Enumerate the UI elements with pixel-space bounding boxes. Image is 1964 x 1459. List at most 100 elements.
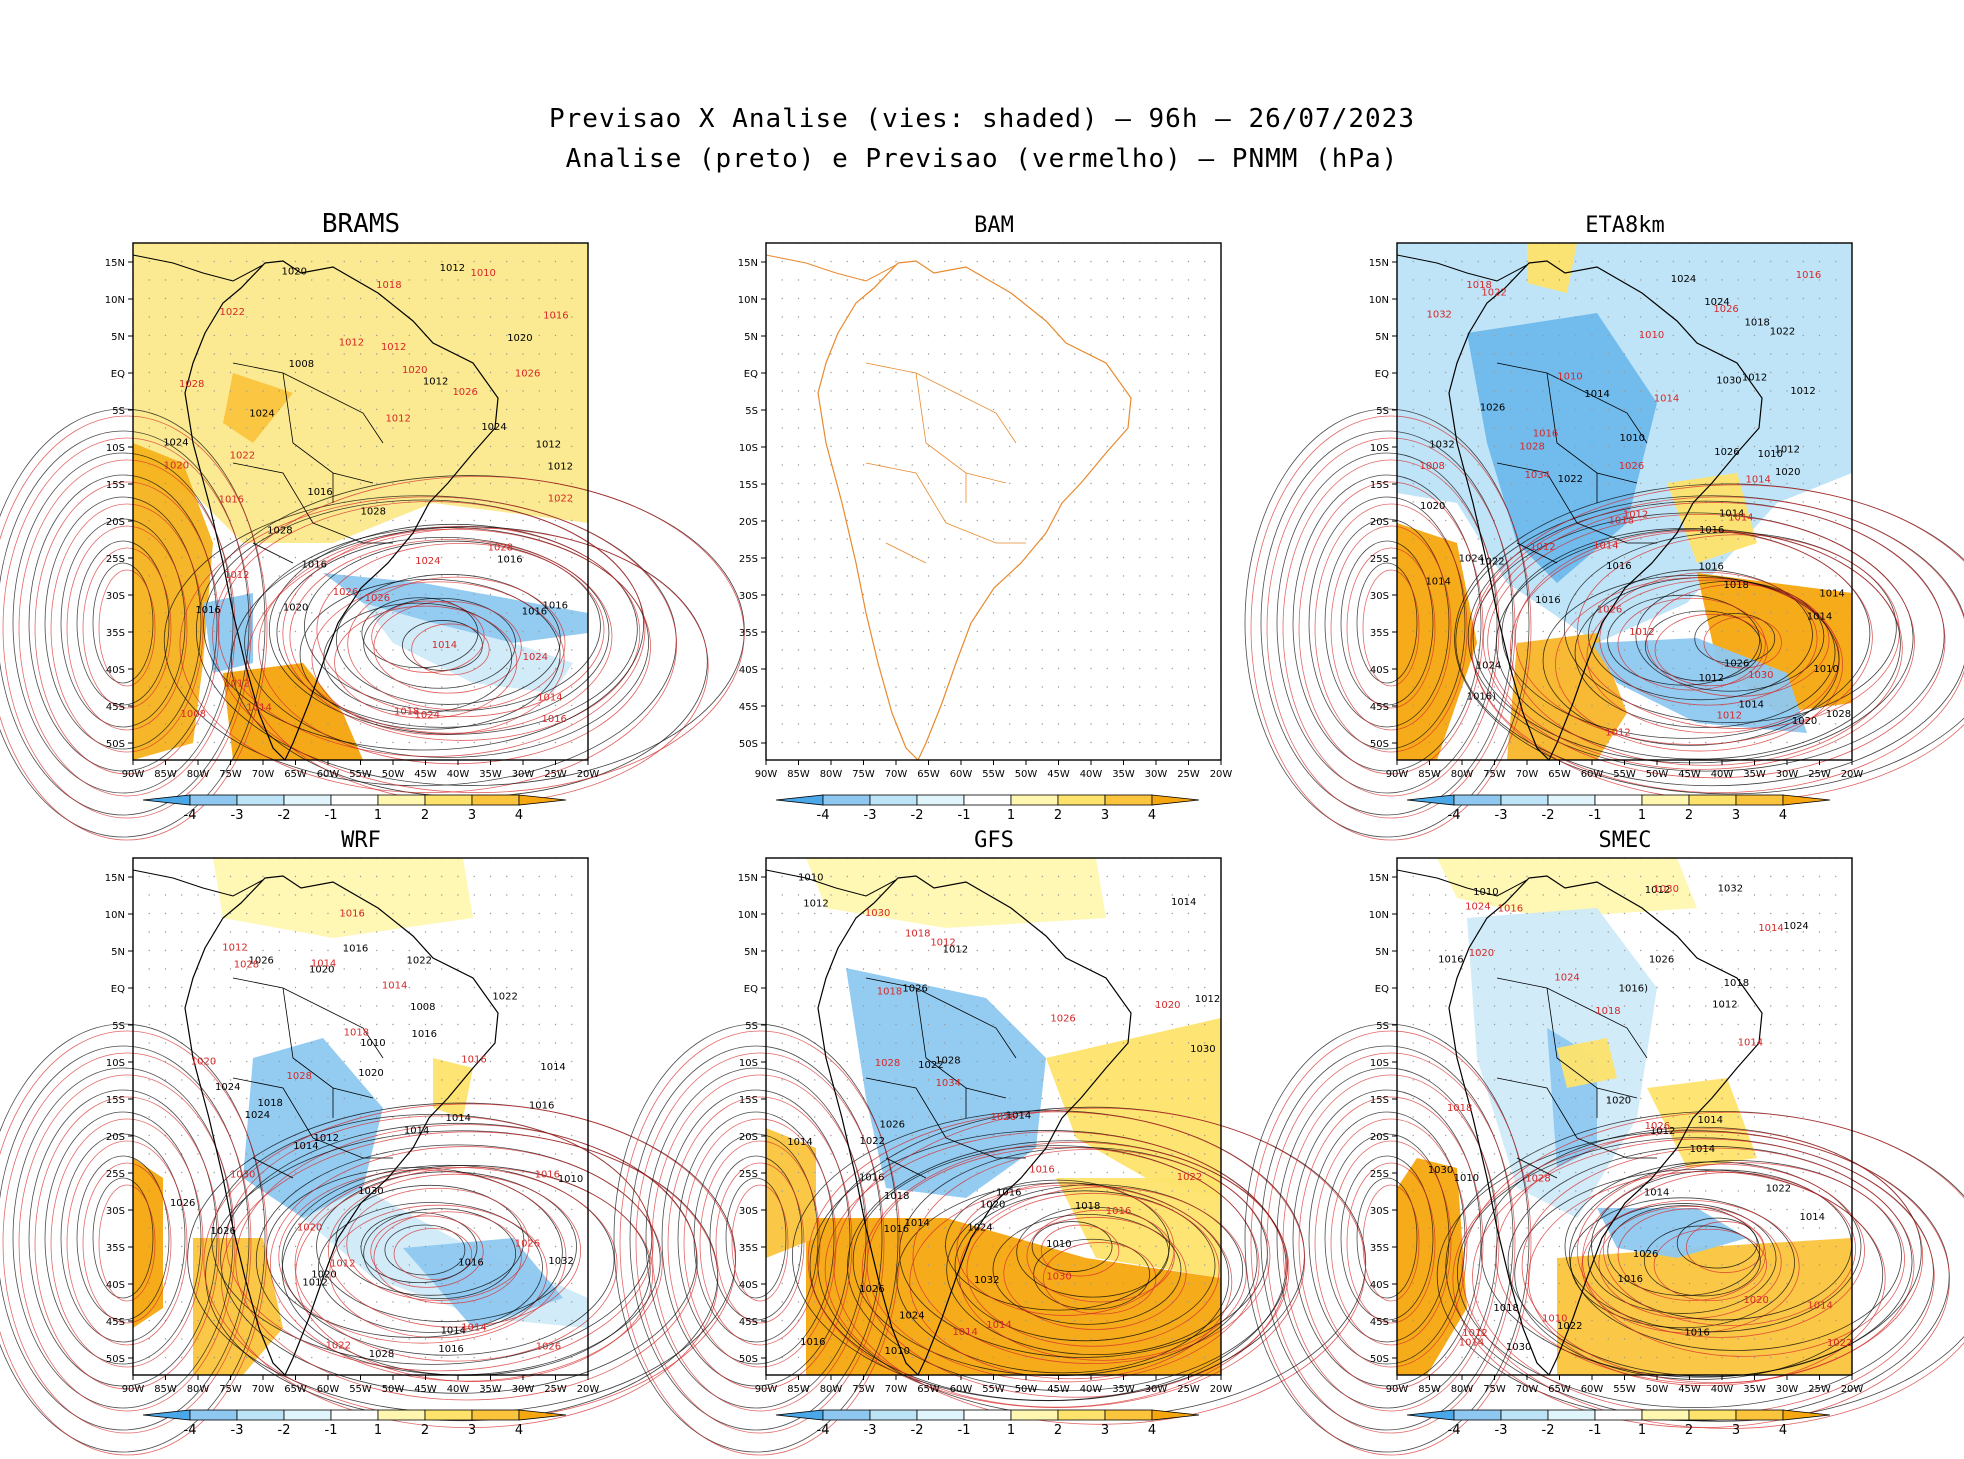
lat-tick-label: EQ bbox=[111, 369, 125, 380]
isobar-label-forecast: 1014 bbox=[952, 1327, 977, 1338]
lat-tick-label: 45S bbox=[1370, 1317, 1389, 1328]
isobar-label-forecast: 1020 bbox=[297, 1223, 322, 1234]
lat-tick-label: 10S bbox=[739, 1058, 758, 1069]
isobar-label-analysis: 1024 bbox=[481, 422, 506, 433]
colorbar-segment bbox=[1501, 1410, 1548, 1420]
isobar-label-forecast: 1026 bbox=[536, 1341, 561, 1352]
lon-tick-label: 30W bbox=[512, 1384, 535, 1395]
isobar-label-analysis: 1020 bbox=[1775, 467, 1800, 478]
isobar-label-analysis: 1028 bbox=[361, 506, 386, 517]
lon-tick-label: 45W bbox=[1678, 769, 1701, 780]
lon-tick-label: 40W bbox=[1080, 1384, 1103, 1395]
isobar-label-analysis: 1030 bbox=[358, 1186, 383, 1197]
colorbar-label: 3 bbox=[1732, 808, 1740, 823]
lon-tick-label: 85W bbox=[787, 1384, 810, 1395]
colorbar-segment bbox=[1595, 795, 1642, 805]
lat-tick-label: EQ bbox=[111, 984, 125, 995]
isobar-label-forecast: 1022 bbox=[230, 451, 255, 462]
lat-tick-label: 20S bbox=[106, 1132, 125, 1143]
lat-tick-label: 5S bbox=[112, 406, 125, 417]
colorbar-segment bbox=[190, 795, 237, 805]
isobar-label-analysis: 1024 bbox=[245, 1110, 270, 1121]
isobar-label-forecast: 1024 bbox=[415, 556, 440, 567]
lon-tick-label: 65W bbox=[284, 1384, 307, 1395]
lat-tick-label: 50S bbox=[106, 1354, 125, 1365]
lon-tick-label: 75W bbox=[219, 1384, 242, 1395]
panel-title-wrf: WRF bbox=[131, 828, 591, 853]
isobar-label-analysis: 1010 bbox=[1813, 664, 1838, 675]
colorbar-label: 2 bbox=[421, 808, 429, 823]
isobar-label-analysis: 1016 bbox=[411, 1029, 436, 1040]
isobar-label-analysis: 1024 bbox=[163, 438, 188, 449]
isobar-label-analysis: 1016 bbox=[195, 605, 220, 616]
lat-tick-label: 30S bbox=[106, 591, 125, 602]
isobar-label-analysis: 1012 bbox=[1775, 444, 1800, 455]
isobar-label-analysis: 1030 bbox=[1190, 1044, 1215, 1055]
colorbar-segment bbox=[1736, 1410, 1783, 1420]
isobar-label-analysis: 1008 bbox=[410, 1002, 435, 1013]
isobar-label-forecast: 1016 bbox=[1498, 904, 1523, 915]
colorbar-segment bbox=[1689, 1410, 1736, 1420]
isobar-label-forecast: 1012 bbox=[385, 413, 410, 424]
lon-tick-label: 75W bbox=[1483, 1384, 1506, 1395]
lat-tick-label: 30S bbox=[1370, 591, 1389, 602]
isobar-label-forecast: 1016 bbox=[1106, 1206, 1131, 1217]
isobar-label-analysis: 1016 bbox=[859, 1172, 884, 1183]
lat-tick-label: 15N bbox=[105, 258, 125, 269]
isobar-label-forecast: 1020 bbox=[1469, 948, 1494, 959]
isobar-label-analysis: 1012 bbox=[314, 1133, 339, 1144]
lat-tick-label: 30S bbox=[739, 1206, 758, 1217]
colorbar-segment bbox=[425, 795, 472, 805]
lon-tick-label: 80W bbox=[187, 769, 210, 780]
lat-tick-label: 40S bbox=[739, 1280, 758, 1291]
isobar-label-analysis: 1016 bbox=[1535, 595, 1560, 606]
lat-tick-label: 10S bbox=[1370, 443, 1389, 454]
lat-tick-label: 10N bbox=[738, 910, 758, 921]
lon-tick-label: 35W bbox=[479, 769, 502, 780]
lon-tick-label: 65W bbox=[917, 1384, 940, 1395]
lat-tick-label: 40S bbox=[106, 665, 125, 676]
isobar-label-analysis: 1014 bbox=[787, 1137, 812, 1148]
isobar-label-forecast: 1026 bbox=[365, 593, 390, 604]
lat-tick-label: 25S bbox=[739, 1169, 758, 1180]
isobar-label-forecast: 1012 bbox=[222, 942, 247, 953]
colorbar-label: -3 bbox=[864, 808, 877, 823]
isobar-label-analysis: 1012 bbox=[1699, 673, 1724, 684]
lat-tick-label: 10N bbox=[105, 910, 125, 921]
isobar-label-forecast: 1022 bbox=[1177, 1172, 1202, 1183]
lat-tick-label: 10N bbox=[1369, 295, 1389, 306]
isobar-label-analysis: 1024 bbox=[967, 1223, 992, 1234]
lon-tick-label: 70W bbox=[885, 769, 908, 780]
lat-tick-label: 10N bbox=[1369, 910, 1389, 921]
lon-tick-label: 65W bbox=[1548, 1384, 1571, 1395]
colorbar-segment bbox=[472, 1410, 519, 1420]
colorbar-label: -4 bbox=[1448, 808, 1461, 823]
isobar-label-forecast: 1026 bbox=[991, 1112, 1016, 1123]
isobar-label-forecast: 1016 bbox=[1533, 428, 1558, 439]
lon-tick-label: 80W bbox=[1451, 1384, 1474, 1395]
isobar-label-forecast: 1010 bbox=[1542, 1313, 1567, 1324]
colorbar-segment bbox=[1642, 1410, 1689, 1420]
colorbar-segment bbox=[917, 795, 964, 805]
colorbar-label: -1 bbox=[958, 808, 971, 823]
lat-tick-label: 40S bbox=[739, 665, 758, 676]
lat-tick-label: 15N bbox=[738, 873, 758, 884]
isobar-label-forecast: 1018 bbox=[1609, 515, 1634, 526]
isobar-label-analysis: 1028 bbox=[267, 526, 292, 537]
figure-title-line2: Analise (preto) e Previsao (vermelho) – … bbox=[0, 144, 1964, 174]
lat-tick-label: 5S bbox=[745, 1021, 758, 1032]
lon-tick-label: 20W bbox=[1841, 1384, 1864, 1395]
isobar-label-analysis: 1016 bbox=[438, 1344, 463, 1355]
country-borders bbox=[866, 363, 1026, 563]
lon-tick-label: 60W bbox=[317, 1384, 340, 1395]
lon-tick-label: 40W bbox=[1080, 769, 1103, 780]
isobar-label-analysis: 1016 bbox=[884, 1224, 909, 1235]
isobar-label-analysis: 1020 bbox=[1420, 501, 1445, 512]
south-america-coastline bbox=[818, 261, 1131, 760]
lat-tick-label: 15S bbox=[1370, 480, 1389, 491]
colorbar-segment bbox=[425, 1410, 472, 1420]
colorbar-segment bbox=[870, 795, 917, 805]
colorbar-segment bbox=[1642, 795, 1689, 805]
isobar-label-forecast: 1018 bbox=[905, 928, 930, 939]
